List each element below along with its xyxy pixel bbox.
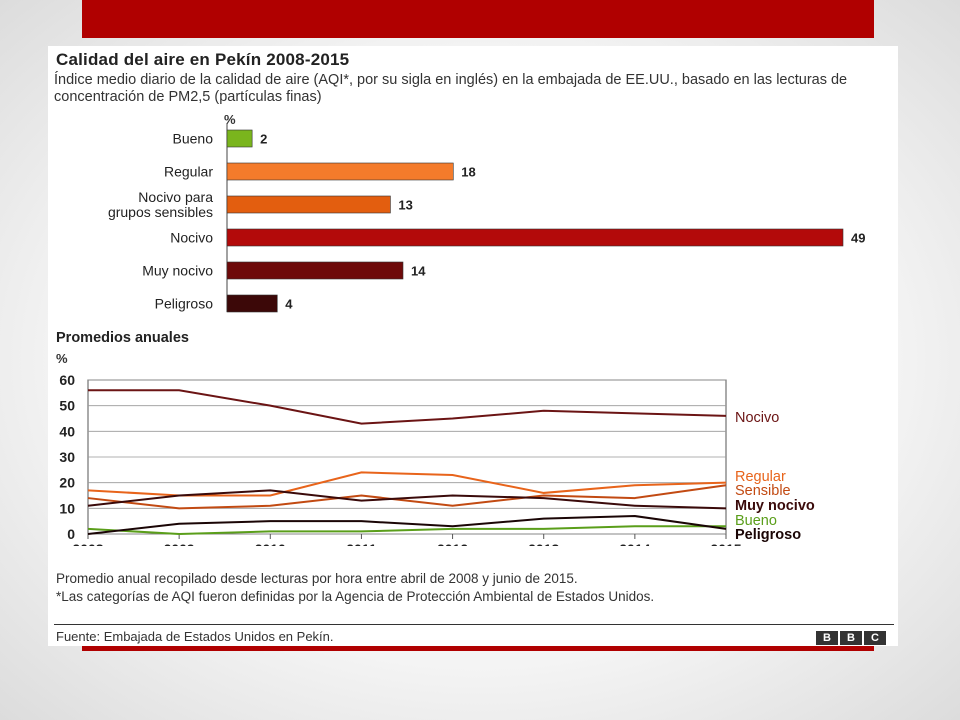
x-tick-label: 2010: [255, 541, 286, 546]
legend-label: Peligroso: [735, 527, 801, 543]
line-unit-label: %: [56, 351, 68, 366]
bar: [226, 294, 278, 313]
logo-letter-b2: B: [840, 631, 862, 645]
bar-category-label: Regular: [164, 164, 213, 180]
bottom-red-band: [82, 646, 874, 651]
bar: [226, 162, 454, 181]
legend-label: Muy nocivo: [735, 498, 815, 514]
y-tick-label: 50: [59, 398, 75, 414]
legend-label: Bueno: [735, 513, 777, 529]
bar-category-label: Bueno: [173, 131, 214, 147]
y-tick-label: 40: [59, 423, 75, 439]
bar: [226, 129, 253, 148]
bar-value-label: 14: [411, 264, 426, 279]
bar-category-label: Muy nocivo: [142, 263, 213, 279]
series-line: [87, 489, 727, 510]
annual-section-title: Promedios anuales: [56, 330, 189, 346]
legend-label: Regular: [735, 469, 786, 485]
bbc-logo: B B C: [816, 631, 886, 645]
top-red-band: [82, 0, 874, 38]
bar-unit-label: %: [224, 112, 236, 127]
x-tick-label: 2008: [72, 541, 103, 546]
series-line: [88, 389, 727, 425]
logo-letter-b1: B: [816, 631, 838, 645]
footer-divider: [54, 624, 894, 625]
legend-label: Sensible: [735, 483, 791, 499]
source-text: Fuente: Embajada de Estados Unidos en Pe…: [56, 629, 334, 644]
x-tick-label: 2009: [164, 541, 195, 546]
series-line: [87, 525, 726, 536]
series-line: [87, 471, 727, 497]
bar: [226, 228, 844, 247]
bar-value-label: 13: [398, 198, 412, 213]
bar-value-label: 2: [260, 132, 267, 147]
bar-category-label: Nocivo: [170, 230, 213, 246]
infographic-card: Calidad del aire en Pekín 2008-2015 Índi…: [48, 46, 898, 646]
chart-title: Calidad del aire en Pekín 2008-2015: [56, 50, 350, 69]
x-tick-label: 2015: [710, 541, 741, 546]
bar: [226, 195, 391, 214]
bar-category-label: grupos sensibles: [108, 204, 213, 220]
legend-label: Nocivo: [735, 410, 779, 426]
x-tick-label: 2013: [528, 541, 559, 546]
series-line: [87, 515, 727, 535]
footnote-average: Promedio anual recopilado desde lecturas…: [56, 571, 578, 586]
y-tick-label: 60: [59, 372, 75, 388]
bar-value-label: 49: [851, 231, 865, 246]
bar-category-label: Peligroso: [155, 296, 214, 312]
x-tick-label: 2011: [346, 541, 377, 546]
y-tick-label: 20: [59, 475, 75, 491]
bar-category-label: Nocivo para: [138, 189, 213, 205]
logo-letter-c: C: [864, 631, 886, 645]
y-tick-label: 0: [67, 526, 75, 542]
bar: [226, 261, 404, 280]
x-tick-label: 2012: [437, 541, 468, 546]
series-line: [87, 484, 727, 510]
footnote-aqi: *Las categorías de AQI fueron definidas …: [56, 589, 655, 604]
x-tick-label: 2014: [619, 541, 650, 546]
chart-subtitle: Índice medio diario de la calidad de air…: [54, 72, 848, 105]
y-tick-label: 30: [59, 449, 75, 465]
y-tick-label: 10: [59, 500, 75, 516]
bar-value-label: 18: [461, 165, 475, 180]
line-chart: 0 10 20 30 40 50 60 2008 2009 2010 2011 2012 2013 201…: [59, 372, 815, 546]
bar-value-label: 4: [285, 297, 293, 312]
